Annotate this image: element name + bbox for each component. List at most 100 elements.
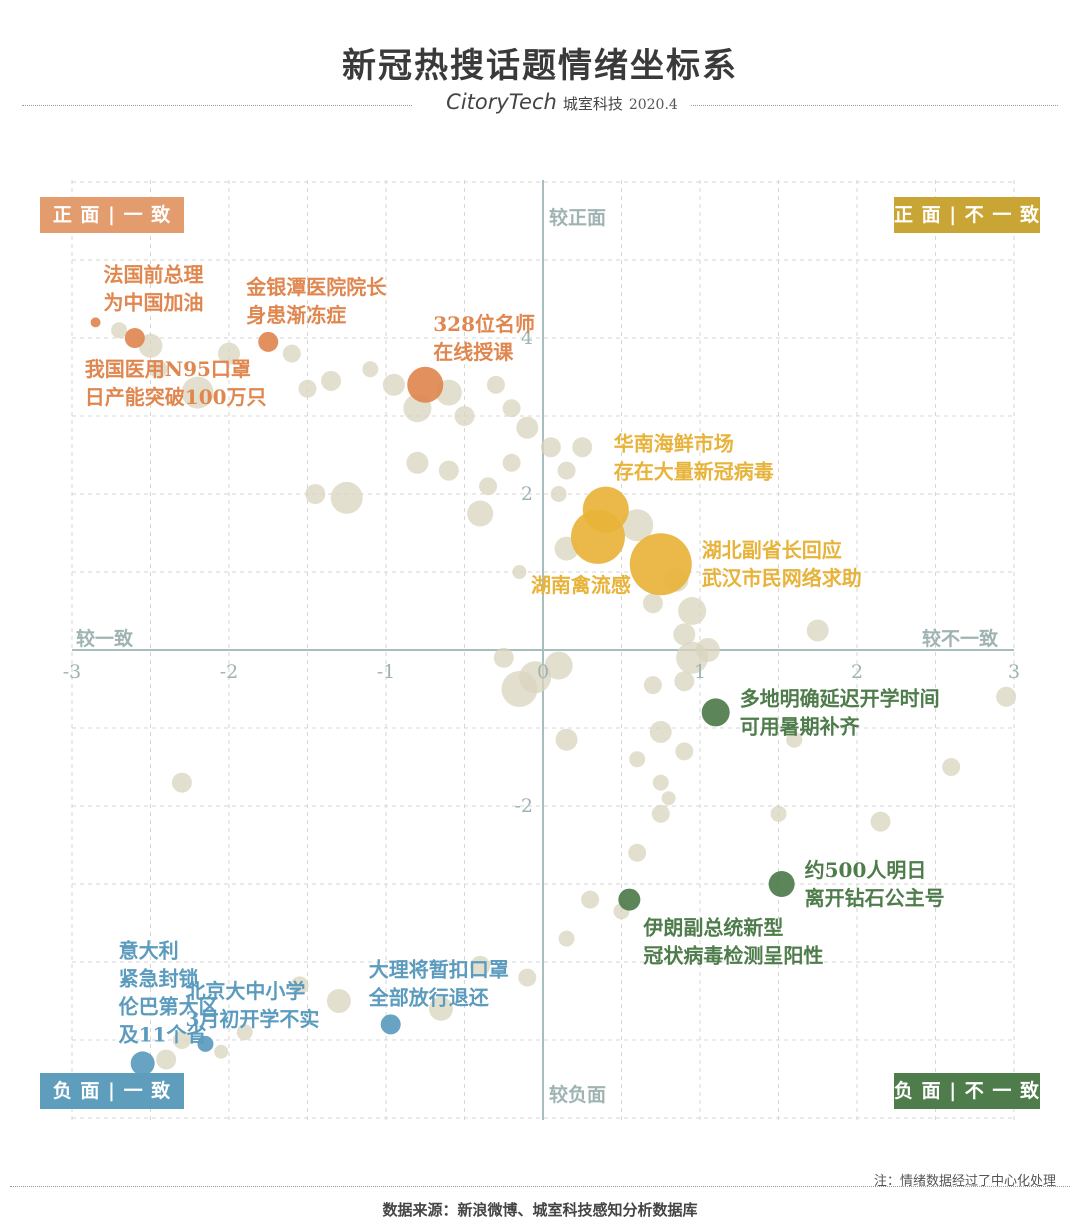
x-tick-label: -3	[63, 661, 82, 683]
x-tick-label: 1	[694, 661, 706, 683]
highlight-label: 武汉市民网络求助	[702, 566, 862, 590]
background-bubble	[806, 619, 829, 642]
quadrant-badge-positive-consistent: 正 面 | 一 致	[40, 197, 184, 233]
axis-word-bottom: 较负面	[549, 1084, 607, 1106]
highlight-label: 湖南禽流感	[531, 573, 631, 597]
highlight-bubble	[380, 1014, 401, 1035]
background-bubble	[572, 437, 593, 458]
highlight-label: 大理将暂扣口罩	[369, 957, 509, 981]
highlight-bubble	[701, 698, 730, 727]
highlight-label: 3月初开学不实	[185, 1007, 319, 1031]
background-bubble	[438, 460, 459, 481]
highlight-label: 我国医用N95口罩	[85, 357, 251, 381]
background-bubble	[479, 477, 498, 496]
background-bubble	[181, 376, 214, 409]
highlight-label: 约500人明日	[805, 858, 927, 882]
brand-name: 城室科技	[562, 95, 623, 113]
background-bubble	[454, 406, 475, 426]
background-bubble	[362, 361, 379, 378]
highlight-bubble	[90, 317, 101, 328]
background-bubble	[629, 751, 646, 768]
background-bubble	[502, 453, 521, 472]
background-bubble	[236, 1024, 253, 1041]
highlight-label: 为中国加油	[104, 290, 204, 314]
highlight-label: 可用暑期补齐	[740, 714, 861, 738]
chart-title: 新冠热搜话题情绪坐标系	[342, 46, 738, 86]
highlight-bubble	[629, 533, 692, 596]
background-bubble	[111, 322, 128, 339]
background-bubble	[502, 399, 521, 418]
divider-right	[668, 105, 1058, 106]
quadrant-badge-negative-consistent: 负 面 | 一 致	[40, 1073, 184, 1109]
background-bubble	[305, 484, 326, 504]
background-bubble	[651, 804, 670, 823]
highlight-label: 伦巴第大区	[119, 994, 219, 1018]
highlight-bubble	[570, 509, 625, 564]
background-bubble	[493, 647, 514, 668]
brand-date: 2020.4	[628, 97, 678, 113]
x-tick-label: -2	[220, 661, 239, 683]
background-bubble	[674, 671, 695, 692]
background-bubble	[326, 989, 351, 1013]
footer-divider	[10, 1186, 1070, 1187]
highlight-label: 意大利	[119, 938, 179, 962]
highlight-label: 328位名师	[433, 312, 535, 336]
background-bubble	[406, 451, 429, 474]
background-bubble	[149, 360, 168, 379]
background-bubble	[673, 623, 696, 646]
highlight-bubble	[768, 871, 795, 897]
axis-word-top: 较正面	[549, 207, 607, 229]
background-bubble	[298, 379, 317, 398]
background-bubble	[676, 641, 709, 674]
highlight-bubble	[407, 366, 444, 403]
quadrant-badge-negative-inconsistent: 负 面 | 不 一 致	[894, 1073, 1040, 1109]
background-bubble	[652, 774, 669, 791]
background-bubble	[470, 955, 491, 976]
background-bubble	[870, 811, 891, 832]
highlight-bubble	[124, 328, 145, 348]
background-bubble	[544, 651, 573, 680]
background-bubble	[628, 843, 647, 862]
brand-row: CitoryTech 城室科技 2020.4	[22, 88, 1058, 122]
highlight-label: 紧急封锁	[119, 966, 199, 990]
highlight-label: 湖北副省长回应	[702, 538, 842, 562]
highlight-label: 离开钻石公主号	[805, 886, 945, 910]
background-bubble	[512, 565, 527, 579]
quadrant-badge-positive-inconsistent: 正 面 | 不 一 致	[894, 197, 1040, 233]
background-bubble	[171, 772, 192, 793]
background-bubble	[467, 500, 494, 527]
brand-block: CitoryTech 城室科技 2020.4	[434, 90, 690, 120]
background-bubble	[649, 720, 672, 743]
highlight-label: 金银潭医院院长	[245, 275, 387, 299]
x-tick-label: 2	[851, 661, 863, 683]
highlight-label: 全部放行退还	[368, 985, 490, 1009]
highlight-bubble	[130, 1051, 155, 1076]
background-bubble	[942, 758, 961, 776]
highlight-label: 多地明确延迟开学时间	[740, 686, 940, 710]
highlight-label: 华南海鲜市场	[614, 432, 734, 456]
background-bubble	[516, 416, 539, 439]
axis-word-right: 较不一致	[922, 628, 999, 650]
background-bubble	[786, 731, 803, 748]
background-bubble	[550, 486, 567, 502]
background-bubble	[581, 890, 600, 909]
data-source: 数据来源：新浪微博、城室科技感知分析数据库	[382, 1201, 698, 1219]
divider-left	[22, 105, 412, 106]
background-bubble	[428, 996, 453, 1021]
background-bubble	[557, 461, 576, 480]
background-bubble	[156, 1049, 177, 1070]
background-bubble	[558, 930, 575, 947]
background-bubble	[642, 593, 663, 614]
highlight-label: 法国前总理	[104, 262, 204, 286]
background-bubble	[555, 728, 578, 751]
x-tick-label: 0	[537, 661, 549, 683]
background-bubble	[518, 968, 537, 987]
background-bubble	[282, 344, 301, 363]
y-tick-label: 2	[521, 483, 533, 505]
highlight-bubble	[258, 331, 279, 352]
background-bubble	[218, 342, 240, 365]
background-bubble	[675, 742, 694, 761]
highlight-label: 日产能突破100万只	[85, 385, 267, 409]
